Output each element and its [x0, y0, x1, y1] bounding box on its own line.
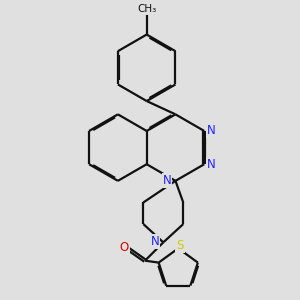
Text: N: N — [207, 158, 216, 171]
Text: N: N — [151, 235, 159, 248]
Text: O: O — [120, 241, 129, 254]
Text: CH₃: CH₃ — [137, 4, 156, 14]
Text: N: N — [207, 124, 216, 137]
Text: S: S — [176, 239, 184, 252]
Text: N: N — [163, 174, 172, 187]
